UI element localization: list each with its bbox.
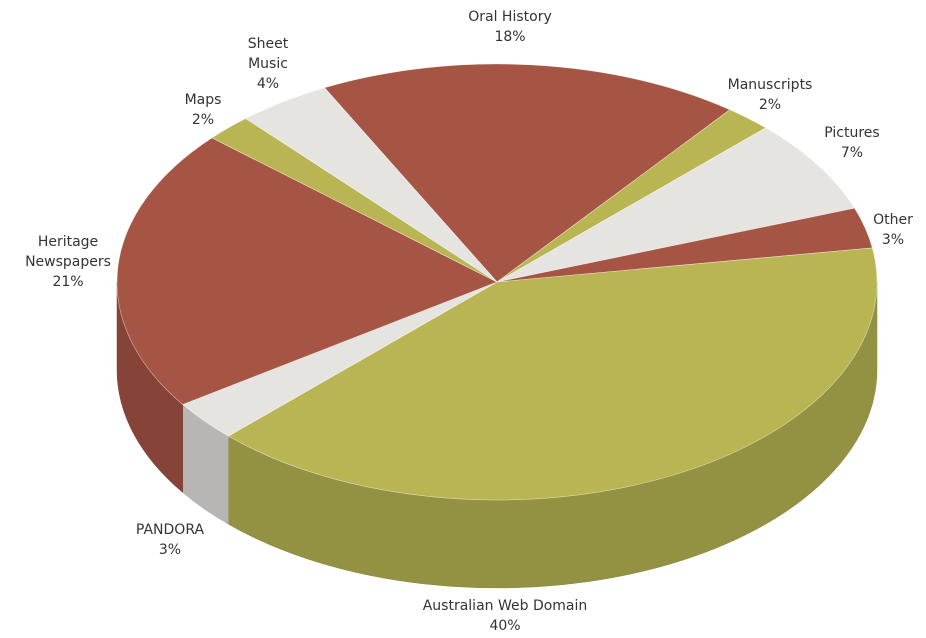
slice-label: PANDORA (136, 522, 205, 538)
slice-value-label: 2% (759, 97, 781, 113)
slice-label: Maps (185, 92, 222, 108)
slice-label: Manuscripts (728, 77, 813, 93)
slice-value-label: 3% (159, 542, 181, 558)
slice-value-label: 18% (494, 29, 525, 45)
slice-label: Other (873, 212, 913, 228)
slice-value-label: 3% (882, 232, 904, 248)
slice-label: Australian Web Domain (423, 598, 588, 614)
slice-label: Pictures (824, 125, 879, 141)
slice-label: Sheet Music (248, 36, 289, 72)
slice (116, 137, 498, 405)
slice-value-label: 40% (489, 618, 520, 634)
slice-value-label: 7% (841, 145, 863, 161)
slice (227, 247, 878, 501)
slice-value-label: 4% (257, 76, 279, 92)
slice-value-label: 2% (192, 112, 214, 128)
slice-value-label: 21% (52, 274, 83, 290)
slice-label: Oral History (468, 9, 552, 25)
slice (496, 127, 856, 283)
slice (323, 63, 731, 283)
slice-label: Heritage Newspapers (25, 234, 111, 270)
slice (245, 87, 498, 283)
